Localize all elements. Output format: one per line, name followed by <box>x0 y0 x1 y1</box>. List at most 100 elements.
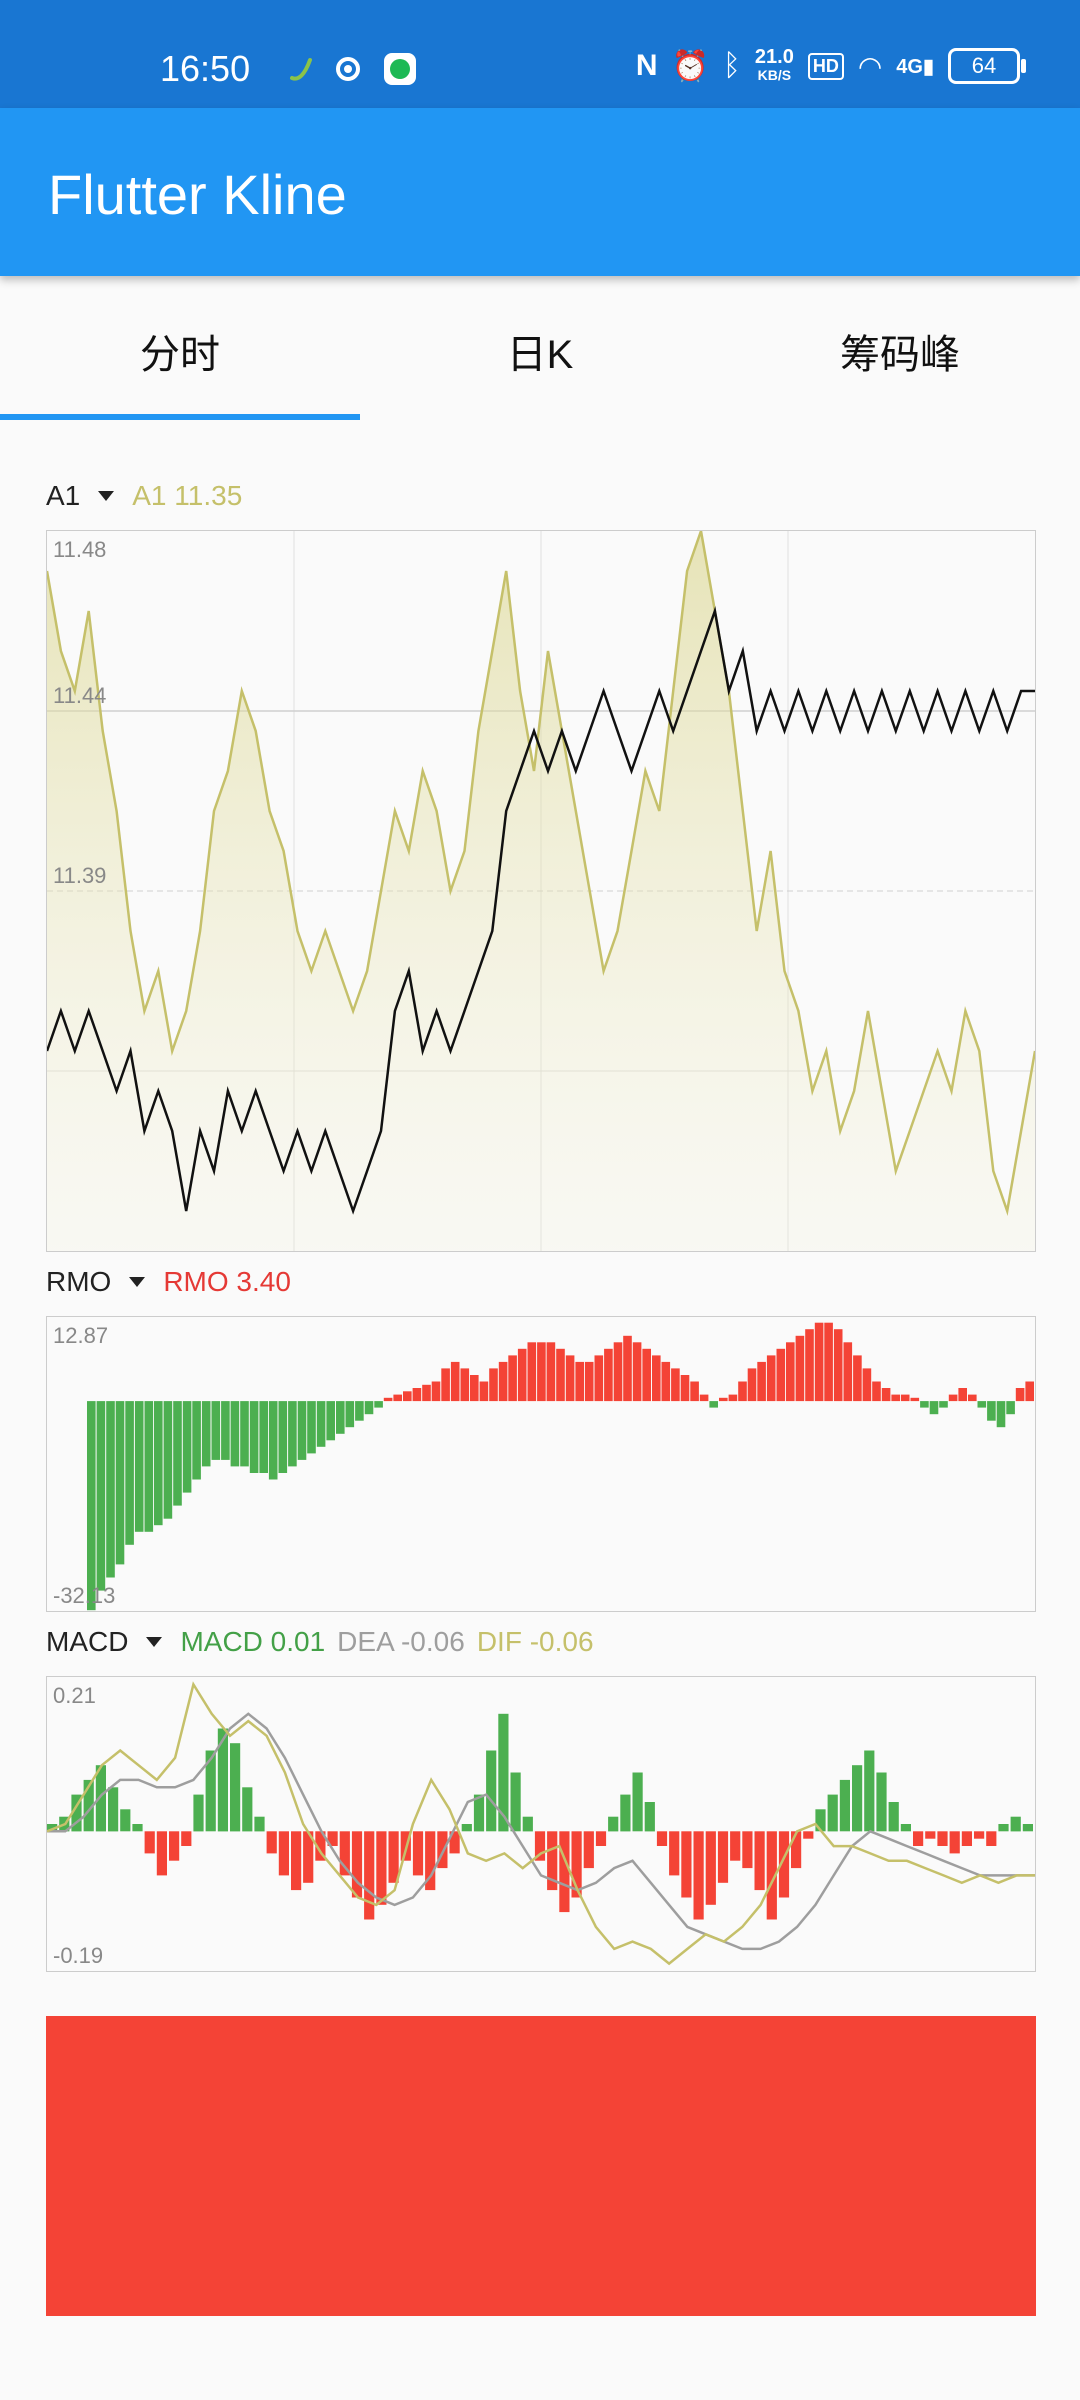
macd-bar <box>730 1831 741 1861</box>
settings-icon <box>336 57 360 81</box>
rmo-chart[interactable]: 12.87 -32.13 <box>46 1316 1036 1612</box>
rmo-bar <box>968 1394 977 1402</box>
rmo-bar <box>757 1361 766 1402</box>
macd-bar <box>522 1816 533 1832</box>
rmo-legend-value: RMO 3.40 <box>163 1266 291 1297</box>
rmo-bar <box>221 1401 230 1460</box>
macd-bar <box>278 1831 289 1876</box>
macd-indicator-label: MACD <box>46 1626 129 1657</box>
a1-indicator-label: A1 <box>46 480 81 511</box>
rmo-bar <box>106 1401 115 1578</box>
rmo-bar <box>537 1342 546 1402</box>
macd-bar <box>888 1802 899 1832</box>
rmo-bar <box>556 1348 565 1402</box>
macd-bar <box>449 1831 460 1854</box>
hd-icon: HD <box>807 52 844 80</box>
macd-bar <box>303 1831 314 1883</box>
price-chart[interactable]: 11.48 11.44 11.39 <box>46 530 1036 1252</box>
rmo-bar <box>786 1342 795 1402</box>
rmo-bar <box>604 1348 613 1402</box>
rmo-y-tick-bottom: -32.13 <box>53 1583 116 1608</box>
macd-bar <box>498 1713 509 1832</box>
dea-line <box>47 1712 1035 1951</box>
rmo-bar <box>316 1401 326 1447</box>
macd-bar <box>120 1809 131 1832</box>
rmo-bar <box>996 1401 1006 1428</box>
rmo-bar <box>814 1322 824 1402</box>
macd-bar <box>778 1831 790 1898</box>
status-bar: 16:50 N ⏰ ᛒ 21.0 KB/S HD ◠ 4G▮ 64 <box>0 0 1080 108</box>
rmo-chart-svg <box>87 1322 1034 1611</box>
macd-bar <box>876 1772 887 1832</box>
rmo-legend[interactable]: RMO RMO 3.40 <box>46 1266 291 1298</box>
macd-bar <box>108 1787 119 1832</box>
rmo-bar <box>862 1368 872 1402</box>
macd-bar <box>583 1831 594 1869</box>
rmo-bar <box>690 1381 699 1402</box>
rmo-bar <box>326 1401 335 1441</box>
rmo-bar <box>719 1397 728 1402</box>
macd-bar <box>47 1824 58 1832</box>
macd-bar <box>254 1816 265 1832</box>
macd-bar <box>949 1831 960 1854</box>
macd-legend-value: MACD 0.01 <box>180 1626 326 1657</box>
macd-bar <box>632 1772 643 1832</box>
a1-legend[interactable]: A1 A1 11.35 <box>46 480 242 512</box>
rmo-bar <box>201 1401 211 1467</box>
macd-bar <box>693 1831 704 1920</box>
macd-bar <box>998 1824 1009 1832</box>
macd-bar <box>169 1831 180 1861</box>
rmo-bar <box>527 1342 537 1402</box>
rmo-bar <box>470 1375 479 1402</box>
rmo-bar <box>805 1329 814 1402</box>
app-title: Flutter Kline <box>48 163 347 226</box>
macd-bar <box>71 1794 82 1832</box>
macd-bar <box>681 1831 692 1898</box>
macd-legend[interactable]: MACD MACD 0.01 DEA -0.06 DIF -0.06 <box>46 1626 594 1658</box>
rmo-bar <box>412 1388 422 1402</box>
tab-daily-k[interactable]: 日K <box>506 333 574 377</box>
net-speed: 21.0 KB/S <box>754 46 794 83</box>
battery-icon: 64 <box>948 48 1026 84</box>
rmo-bar <box>661 1361 671 1402</box>
rmo-bar <box>709 1401 718 1408</box>
rmo-bar <box>891 1394 900 1402</box>
rmo-bar <box>297 1401 307 1460</box>
macd-bar <box>839 1779 850 1832</box>
signal-icon: 4G▮ <box>896 55 934 78</box>
macd-bar <box>83 1779 94 1832</box>
macd-bar <box>766 1831 777 1920</box>
y-tick-mid: 11.44 <box>53 683 107 708</box>
rmo-bar <box>288 1401 297 1467</box>
tab-chip-peak[interactable]: 筹码峰 <box>840 333 960 377</box>
macd-bar <box>95 1765 106 1832</box>
macd-bar <box>754 1831 765 1891</box>
macd-bar <box>351 1831 363 1898</box>
macd-bar <box>1022 1824 1033 1832</box>
macd-bar <box>571 1831 582 1898</box>
rmo-bar <box>565 1355 575 1402</box>
rmo-bar <box>163 1401 173 1519</box>
macd-bar <box>986 1831 997 1846</box>
macd-bar <box>803 1831 814 1839</box>
app-bar: Flutter Kline <box>0 108 1080 276</box>
rmo-bar <box>374 1401 383 1408</box>
rmo-bar <box>508 1355 517 1402</box>
rmo-bar <box>441 1368 450 1402</box>
macd-bar <box>547 1831 558 1891</box>
y-tick-top: 11.48 <box>53 537 107 562</box>
rmo-bar <box>230 1401 240 1467</box>
rmo-bar <box>134 1401 144 1532</box>
rmo-bar <box>833 1329 843 1402</box>
macd-chart[interactable]: 0.21 -0.19 <box>46 1676 1036 1972</box>
macd-bar <box>827 1794 838 1832</box>
red-action-area[interactable] <box>46 2016 1036 2316</box>
macd-bar <box>132 1824 143 1832</box>
rmo-bar <box>479 1381 489 1402</box>
tab-intraday[interactable]: 分时 <box>0 276 360 420</box>
rmo-bar <box>872 1381 881 1402</box>
rmo-bar <box>1025 1381 1034 1402</box>
rmo-bar <box>383 1397 393 1402</box>
y-tick-low: 11.39 <box>53 863 107 888</box>
rmo-bar <box>144 1401 154 1532</box>
